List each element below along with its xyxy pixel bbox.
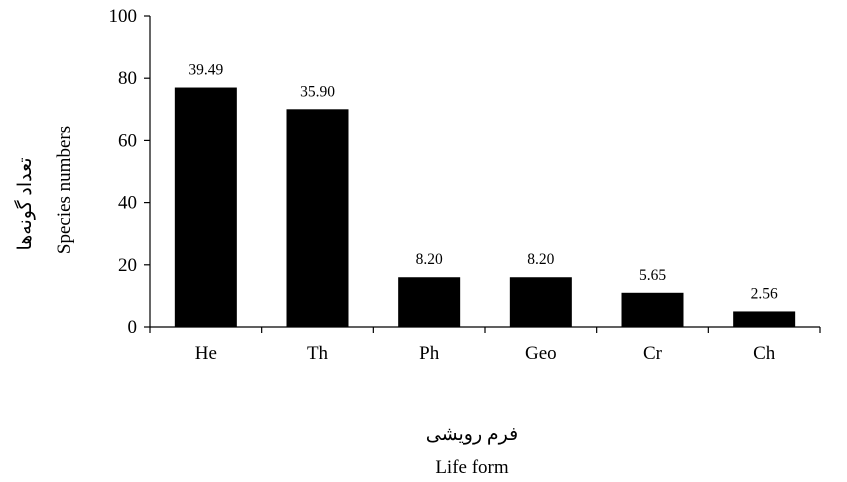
y-tick-label: 0	[128, 317, 138, 338]
y-tick-label: 80	[118, 68, 137, 89]
x-tick-label-geo: Geo	[525, 343, 557, 364]
bar-cr	[621, 292, 684, 327]
y-axis-ticks: 0 20 40 60 80 100	[109, 6, 150, 338]
x-axis-title-fa: فرم رویشی	[426, 424, 519, 445]
y-tick-label: 20	[118, 255, 137, 276]
bar-geo	[509, 277, 572, 327]
bar-ch	[733, 311, 796, 327]
data-label-ch: 2.56	[751, 285, 778, 302]
x-tick-label-he: He	[195, 343, 217, 364]
y-tick-label: 40	[118, 193, 137, 214]
data-label-geo: 8.20	[527, 251, 554, 268]
y-tick-label: 60	[118, 130, 137, 151]
bar-ph	[398, 277, 461, 327]
x-tick-label-ph: Ph	[419, 343, 440, 364]
data-labels: 39.49 35.90 8.20 8.20 5.65 2.56	[188, 62, 778, 303]
bars	[174, 87, 796, 327]
x-axis-ticks: He Th Ph Geo Cr Ch	[149, 327, 821, 364]
y-tick-label: 100	[109, 6, 138, 27]
bar-he	[174, 87, 237, 327]
x-tick-label-cr: Cr	[643, 343, 663, 364]
bar-th	[286, 109, 349, 327]
x-tick-label-ch: Ch	[753, 343, 776, 364]
data-label-cr: 5.65	[639, 267, 666, 284]
x-tick-label-th: Th	[307, 343, 329, 364]
data-label-th: 35.90	[300, 83, 335, 100]
x-axis-title: Life form	[435, 457, 509, 478]
data-label-ph: 8.20	[416, 251, 443, 268]
y-axis-title-fa: تعداد گونه‌ها	[13, 157, 36, 250]
data-label-he: 39.49	[188, 62, 223, 79]
y-axis-title: Species numbers	[54, 126, 75, 254]
